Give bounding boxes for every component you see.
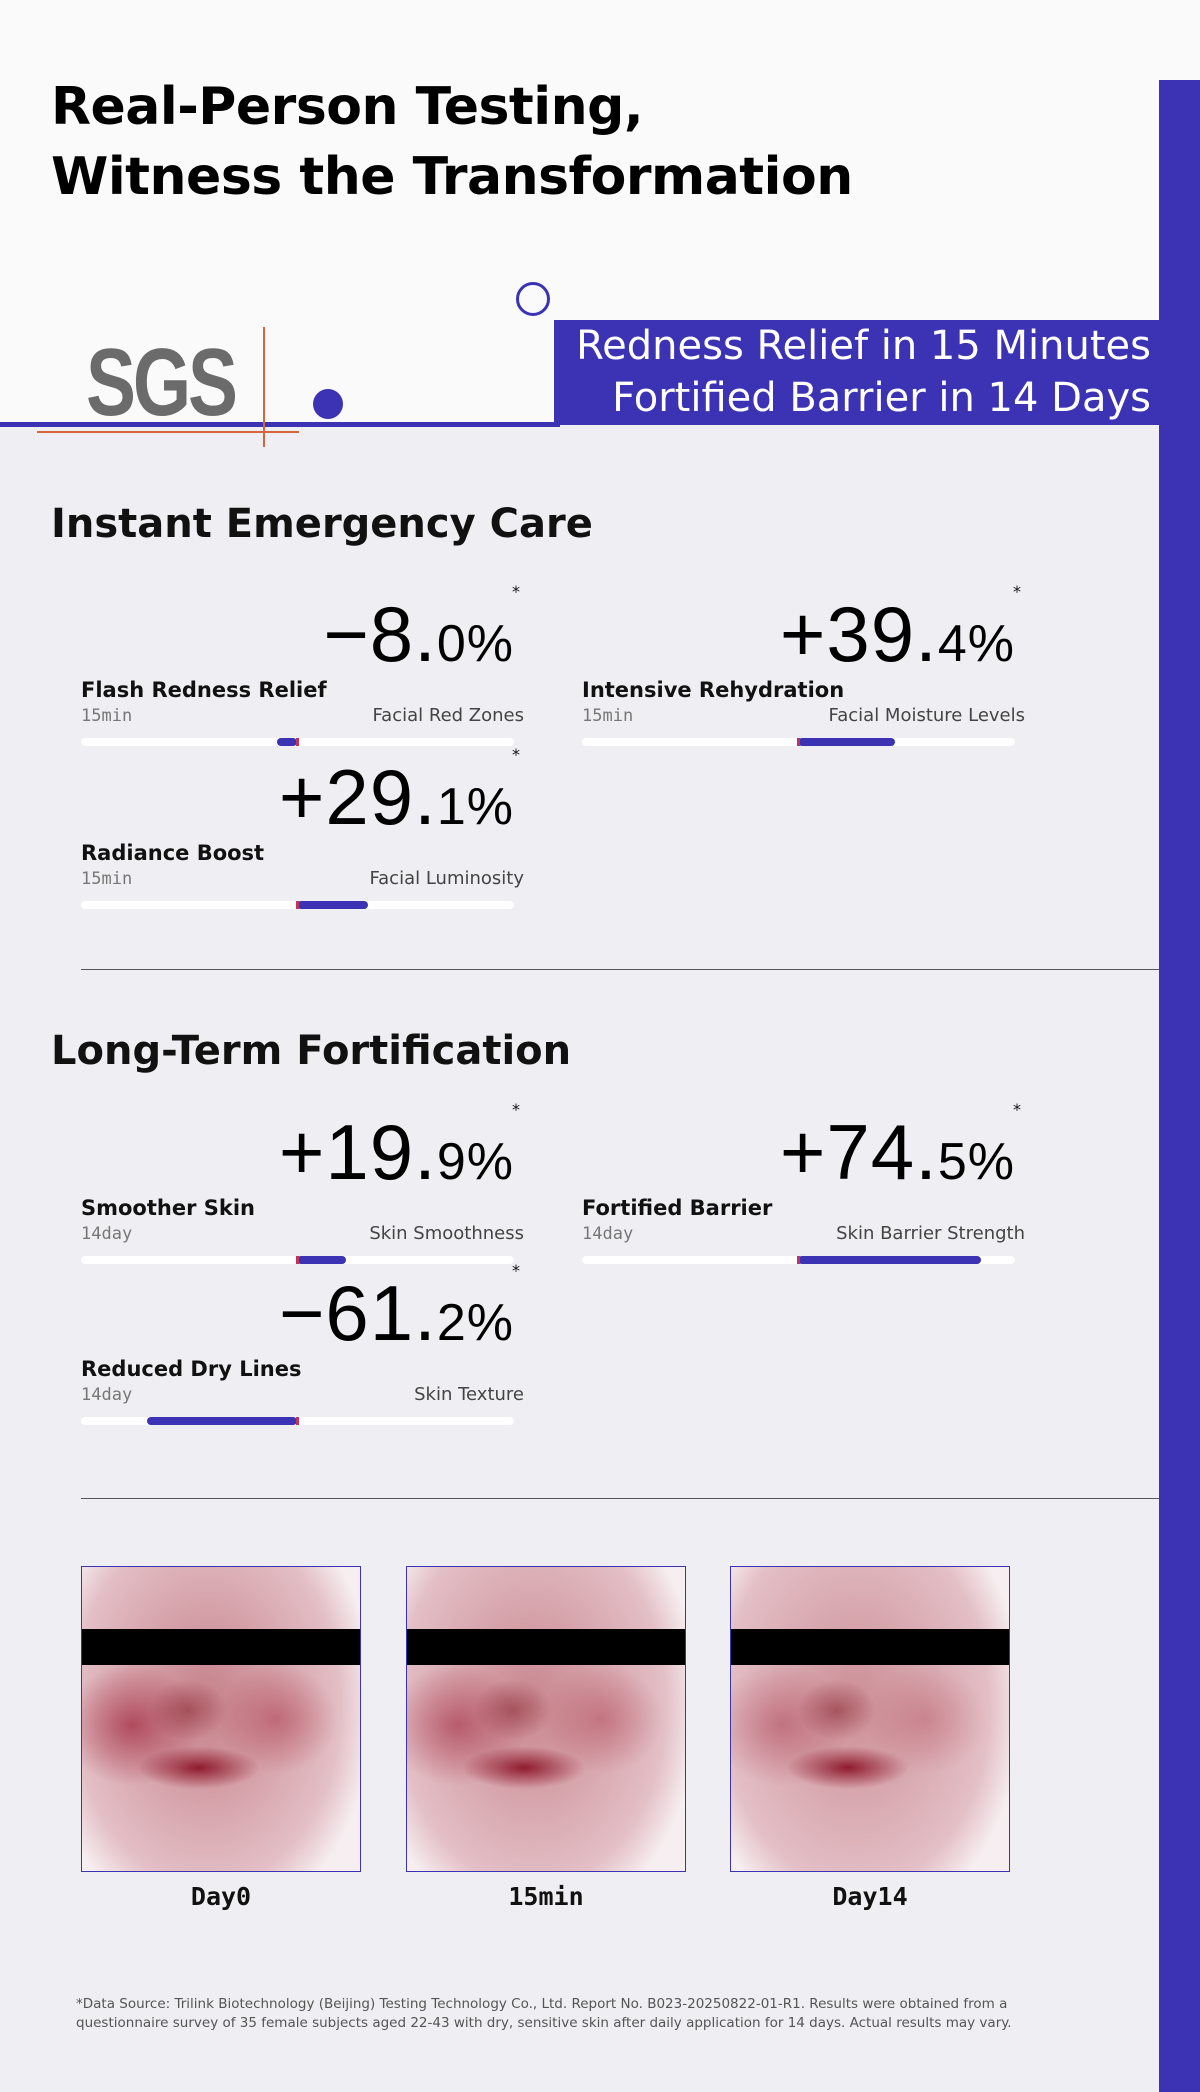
- progress-fill: [798, 1256, 981, 1264]
- stat-value-percent: %: [466, 615, 514, 673]
- progress-center-marker: [296, 1417, 299, 1425]
- stat-metric: Skin Barrier Strength: [836, 1223, 1025, 1244]
- progress-fill: [277, 738, 297, 746]
- progress-fill: [147, 1417, 297, 1425]
- side-accent-bar: [1159, 80, 1200, 2092]
- stat-value: +74.5%: [780, 1112, 1015, 1202]
- photo-caption: Day14: [832, 1882, 908, 1911]
- face-image: [731, 1567, 1009, 1871]
- stat-metric: Facial Moisture Levels: [828, 705, 1025, 726]
- footnote: *Data Source: Trilink Biotechnology (Bei…: [76, 1996, 1012, 2031]
- stat-label: Flash Redness Relief: [81, 678, 327, 702]
- banner-line-1: Redness Relief in 15 Minutes: [576, 323, 1151, 369]
- logo-guide-horizontal: [37, 431, 299, 433]
- section-title-instant: Instant Emergency Care: [51, 501, 593, 547]
- footnote-asterisk: *: [1013, 582, 1021, 601]
- section-divider: [81, 969, 1159, 970]
- face-photo-day0: [81, 1566, 361, 1872]
- stat-value-percent: %: [466, 1133, 514, 1191]
- title-line-2: Witness the Transformation: [51, 147, 853, 207]
- stat-value-decimal: 0: [436, 615, 467, 673]
- stat-value-main: −61.: [278, 1269, 437, 1357]
- stat-value-main: +19.: [278, 1108, 437, 1196]
- page-title: Real-Person Testing, Witness the Transfor…: [51, 72, 853, 212]
- face-image: [407, 1567, 685, 1871]
- progress-center-marker: [296, 1256, 299, 1264]
- face-photo-15min: [406, 1566, 686, 1872]
- stat-value: +29.1%: [279, 757, 514, 847]
- stat-card: Radiance Boost 15min +29.1% * Facial Lum…: [81, 747, 524, 915]
- stat-duration: 15min: [582, 706, 634, 726]
- stat-value-decimal: 9: [436, 1133, 467, 1191]
- photo-caption: 15min: [508, 1882, 584, 1911]
- dot-decoration-icon: [313, 389, 343, 419]
- stat-value-decimal: 5: [937, 1133, 968, 1191]
- progress-center-marker: [797, 1256, 800, 1264]
- ring-decoration-icon: [516, 282, 550, 316]
- eye-censor-bar: [82, 1629, 360, 1665]
- stat-card: Intensive Rehydration 15min +39.4% * Fac…: [582, 584, 1025, 752]
- footnote-asterisk: *: [512, 1100, 520, 1119]
- progress-fill: [798, 738, 895, 746]
- stat-value-percent: %: [466, 1294, 514, 1352]
- progress-center-marker: [296, 738, 299, 746]
- stat-label: Radiance Boost: [81, 841, 265, 865]
- stat-value: +19.9%: [279, 1112, 514, 1202]
- stat-label: Reduced Dry Lines: [81, 1357, 302, 1381]
- stat-value-percent: %: [466, 778, 514, 836]
- stat-duration: 14day: [582, 1224, 634, 1244]
- footnote-asterisk: *: [512, 745, 520, 764]
- footnote-asterisk: *: [1013, 1100, 1021, 1119]
- stat-value-main: +74.: [779, 1108, 938, 1196]
- face-image: [82, 1567, 360, 1871]
- stat-card: Reduced Dry Lines 14day −61.2% * Skin Te…: [81, 1263, 524, 1431]
- progress-fill: [297, 1256, 346, 1264]
- header-rule: [0, 422, 560, 427]
- stat-card: Fortified Barrier 14day +74.5% * Skin Ba…: [582, 1102, 1025, 1270]
- stat-duration: 15min: [81, 706, 133, 726]
- stat-metric: Facial Luminosity: [369, 868, 524, 889]
- progress-fill: [297, 901, 369, 909]
- section-divider: [81, 1498, 1159, 1499]
- stat-metric: Skin Smoothness: [369, 1223, 524, 1244]
- stat-value-decimal: 4: [937, 615, 968, 673]
- face-photo-day14: [730, 1566, 1010, 1872]
- stat-metric: Facial Red Zones: [372, 705, 524, 726]
- stat-value-main: +29.: [278, 753, 437, 841]
- stat-value-decimal: 1: [436, 778, 467, 836]
- stat-duration: 14day: [81, 1224, 133, 1244]
- progress-center-marker: [797, 738, 800, 746]
- stat-card: Smoother Skin 14day +19.9% * Skin Smooth…: [81, 1102, 524, 1270]
- section-title-longterm: Long-Term Fortification: [51, 1028, 572, 1074]
- stat-value: +39.4%: [780, 594, 1015, 684]
- claim-banner: Redness Relief in 15 Minutes Fortified Ba…: [554, 320, 1159, 425]
- stat-duration: 15min: [81, 869, 133, 889]
- stat-duration: 14day: [81, 1385, 133, 1405]
- logo-guide-vertical: [263, 327, 265, 447]
- stat-value-decimal: 2: [436, 1294, 467, 1352]
- sgs-logo: SGS: [86, 329, 238, 436]
- stat-value-percent: %: [967, 615, 1015, 673]
- eye-censor-bar: [731, 1629, 1009, 1665]
- eye-censor-bar: [407, 1629, 685, 1665]
- stat-value-main: −8.: [323, 590, 437, 678]
- stat-label: Fortified Barrier: [582, 1196, 773, 1220]
- stat-metric: Skin Texture: [414, 1384, 524, 1405]
- stat-label: Smoother Skin: [81, 1196, 255, 1220]
- banner-line-2: Fortified Barrier in 14 Days: [612, 375, 1151, 421]
- footnote-asterisk: *: [512, 1261, 520, 1280]
- progress-center-marker: [296, 901, 299, 909]
- footnote-asterisk: *: [512, 582, 520, 601]
- stat-label: Intensive Rehydration: [582, 678, 845, 702]
- stat-value: −61.2%: [279, 1273, 514, 1363]
- stat-card: Flash Redness Relief 15min −8.0% * Facia…: [81, 584, 524, 752]
- stat-value-main: +39.: [779, 590, 938, 678]
- photo-caption: Day0: [190, 1882, 252, 1911]
- stat-value-percent: %: [967, 1133, 1015, 1191]
- stat-value: −8.0%: [323, 594, 514, 684]
- title-line-1: Real-Person Testing,: [51, 77, 644, 137]
